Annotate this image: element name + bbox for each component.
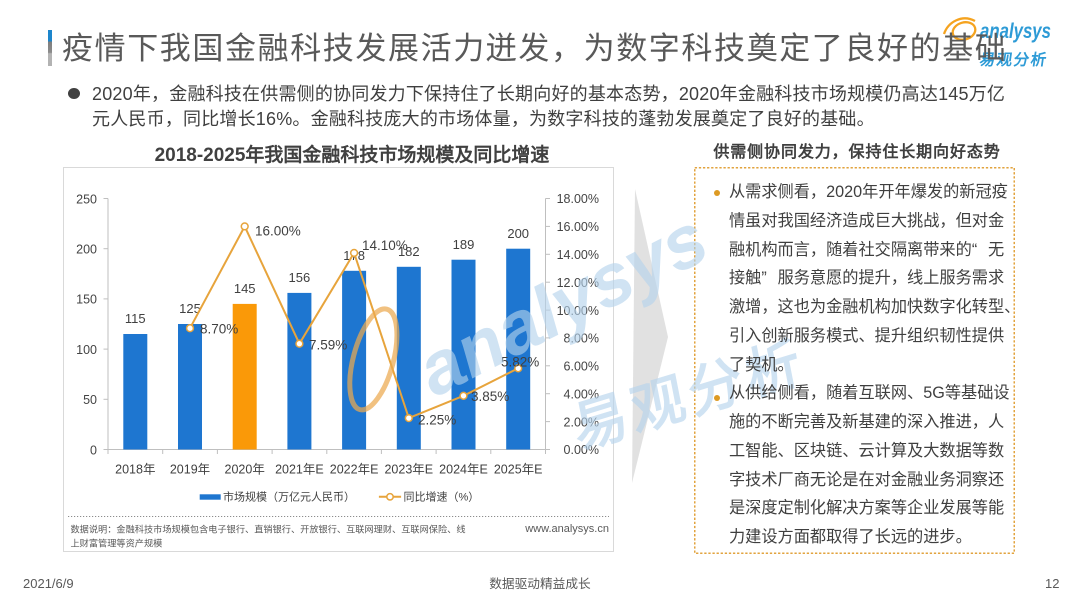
svg-text:200: 200 <box>507 226 529 241</box>
svg-text:8.00%: 8.00% <box>564 332 599 346</box>
svg-text:50: 50 <box>83 393 97 407</box>
svg-text:10.00%: 10.00% <box>557 304 599 318</box>
svg-text:5.82%: 5.82% <box>501 355 539 370</box>
svg-text:2021年E: 2021年E <box>275 463 324 477</box>
svg-text:2.00%: 2.00% <box>564 415 599 429</box>
svg-text:7.59%: 7.59% <box>309 338 347 353</box>
svg-text:200: 200 <box>76 243 97 257</box>
svg-text:易观分析: 易观分析 <box>978 50 1050 69</box>
svg-text:3.85%: 3.85% <box>471 389 509 404</box>
svg-text:18.00%: 18.00% <box>557 192 599 206</box>
svg-text:2022年E: 2022年E <box>330 463 379 477</box>
svg-text:145: 145 <box>234 281 256 296</box>
svg-text:12.00%: 12.00% <box>557 276 599 290</box>
svg-text:6.00%: 6.00% <box>564 360 599 374</box>
svg-text:市场规模（万亿元人民币）: 市场规模（万亿元人民币） <box>223 489 355 503</box>
svg-text:www.analysys.cn: www.analysys.cn <box>524 523 609 535</box>
svg-text:4.00%: 4.00% <box>564 387 599 401</box>
svg-text:100: 100 <box>76 343 97 357</box>
svg-text:2018年: 2018年 <box>115 463 155 477</box>
svg-text:14.10%: 14.10% <box>362 238 408 253</box>
svg-text:2020年: 2020年 <box>225 463 265 477</box>
svg-text:0: 0 <box>90 443 97 457</box>
svg-text:125: 125 <box>179 301 201 316</box>
svg-text:14.00%: 14.00% <box>557 248 599 262</box>
svg-text:2.25%: 2.25% <box>418 413 456 428</box>
svg-text:数据说明：金融科技市场规模包含电子银行、直销银行、开放银行、: 数据说明：金融科技市场规模包含电子银行、直销银行、开放银行、互联网理财、互联网保… <box>71 524 466 535</box>
svg-text:189: 189 <box>453 237 475 252</box>
svg-text:0.00%: 0.00% <box>564 443 599 457</box>
svg-text:156: 156 <box>289 270 311 285</box>
svg-text:同比增速（%）: 同比增速（%） <box>404 489 480 503</box>
svg-text:上财富管理等资产规模: 上财富管理等资产规模 <box>71 538 163 549</box>
svg-text:250: 250 <box>76 192 97 206</box>
svg-text:8.70%: 8.70% <box>200 322 238 337</box>
svg-text:2019年: 2019年 <box>170 463 210 477</box>
svg-text:2024年E: 2024年E <box>439 463 488 477</box>
svg-text:16.00%: 16.00% <box>255 224 301 239</box>
svg-text:analysys: analysys <box>980 20 1051 43</box>
svg-text:182: 182 <box>398 244 420 259</box>
svg-text:2023年E: 2023年E <box>384 463 433 477</box>
svg-text:150: 150 <box>76 293 97 307</box>
svg-text:2025年E: 2025年E <box>494 463 543 477</box>
svg-text:16.00%: 16.00% <box>557 220 599 234</box>
svg-text:115: 115 <box>125 311 146 326</box>
